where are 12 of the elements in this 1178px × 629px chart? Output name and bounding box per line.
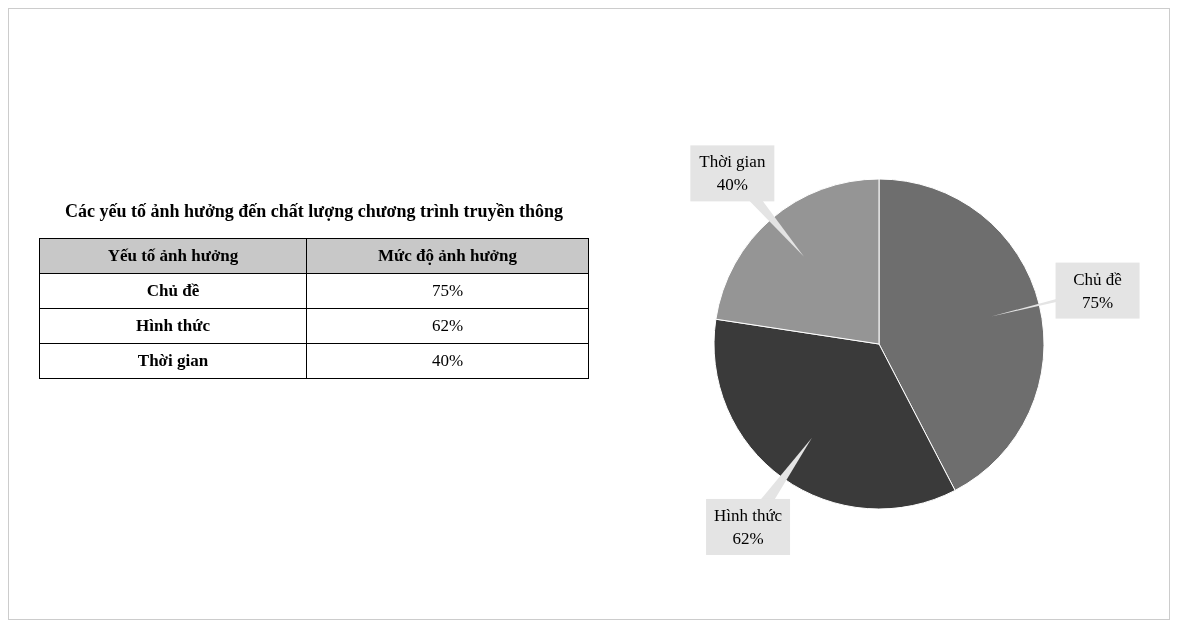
- slice-label: Chủ đề: [1073, 269, 1122, 289]
- text: Mức độ ảnh hưởng: [306, 238, 589, 274]
- text: 75%: [431, 281, 464, 300]
- category-label: Chủ đề: [146, 281, 200, 300]
- slice-label: Thời gian: [699, 152, 766, 172]
- text: Các yếu tố ảnh hưởng đến chất lượng chương trình truyền thông: [64, 201, 564, 222]
- text: 62%: [431, 316, 464, 335]
- text: Yếu tố ảnh hưởng: [39, 238, 307, 274]
- data-label: 62%: [732, 528, 764, 548]
- text: 40%: [431, 351, 464, 370]
- category-label: Hình thức: [136, 316, 210, 335]
- category-label: Thời gian: [137, 351, 209, 370]
